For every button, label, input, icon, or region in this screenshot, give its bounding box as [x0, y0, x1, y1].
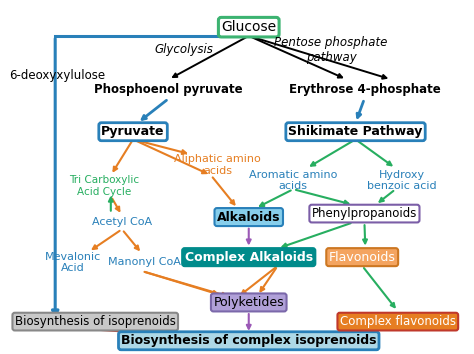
Text: Glucose: Glucose	[221, 20, 276, 34]
Text: Manonyl CoA: Manonyl CoA	[108, 257, 181, 267]
Text: Aliphatic amino
acids: Aliphatic amino acids	[174, 154, 261, 176]
Text: Tri Carboxylic
Acid Cycle: Tri Carboxylic Acid Cycle	[69, 175, 139, 196]
Text: Hydroxy
benzoic acid: Hydroxy benzoic acid	[367, 170, 437, 191]
Text: Mevalonic
Acid: Mevalonic Acid	[45, 252, 101, 273]
Text: Acetyl CoA: Acetyl CoA	[92, 217, 152, 227]
Text: Flavonoids: Flavonoids	[329, 251, 396, 264]
Text: Pyruvate: Pyruvate	[101, 125, 165, 138]
Text: Erythrose 4-phosphate: Erythrose 4-phosphate	[289, 84, 440, 96]
Text: Polyketides: Polyketides	[213, 296, 284, 309]
Text: Shikimate Pathway: Shikimate Pathway	[288, 125, 423, 138]
Text: Aromatic amino
acids: Aromatic amino acids	[249, 170, 337, 191]
Text: Complex Alkaloids: Complex Alkaloids	[185, 251, 313, 264]
Text: 6-deoxyxylulose: 6-deoxyxylulose	[9, 69, 106, 82]
Text: Phenylpropanoids: Phenylpropanoids	[312, 207, 417, 220]
Text: Biosynthesis of isoprenoids: Biosynthesis of isoprenoids	[15, 315, 176, 328]
Text: Biosynthesis of complex isoprenoids: Biosynthesis of complex isoprenoids	[121, 334, 376, 347]
Text: Pentose phosphate
pathway: Pentose phosphate pathway	[274, 36, 388, 64]
Text: Glycolysis: Glycolysis	[155, 43, 214, 56]
Text: Phosphoenol pyruvate: Phosphoenol pyruvate	[94, 84, 243, 96]
Text: Complex flavonoids: Complex flavonoids	[340, 315, 456, 328]
Text: Alkaloids: Alkaloids	[217, 211, 281, 224]
